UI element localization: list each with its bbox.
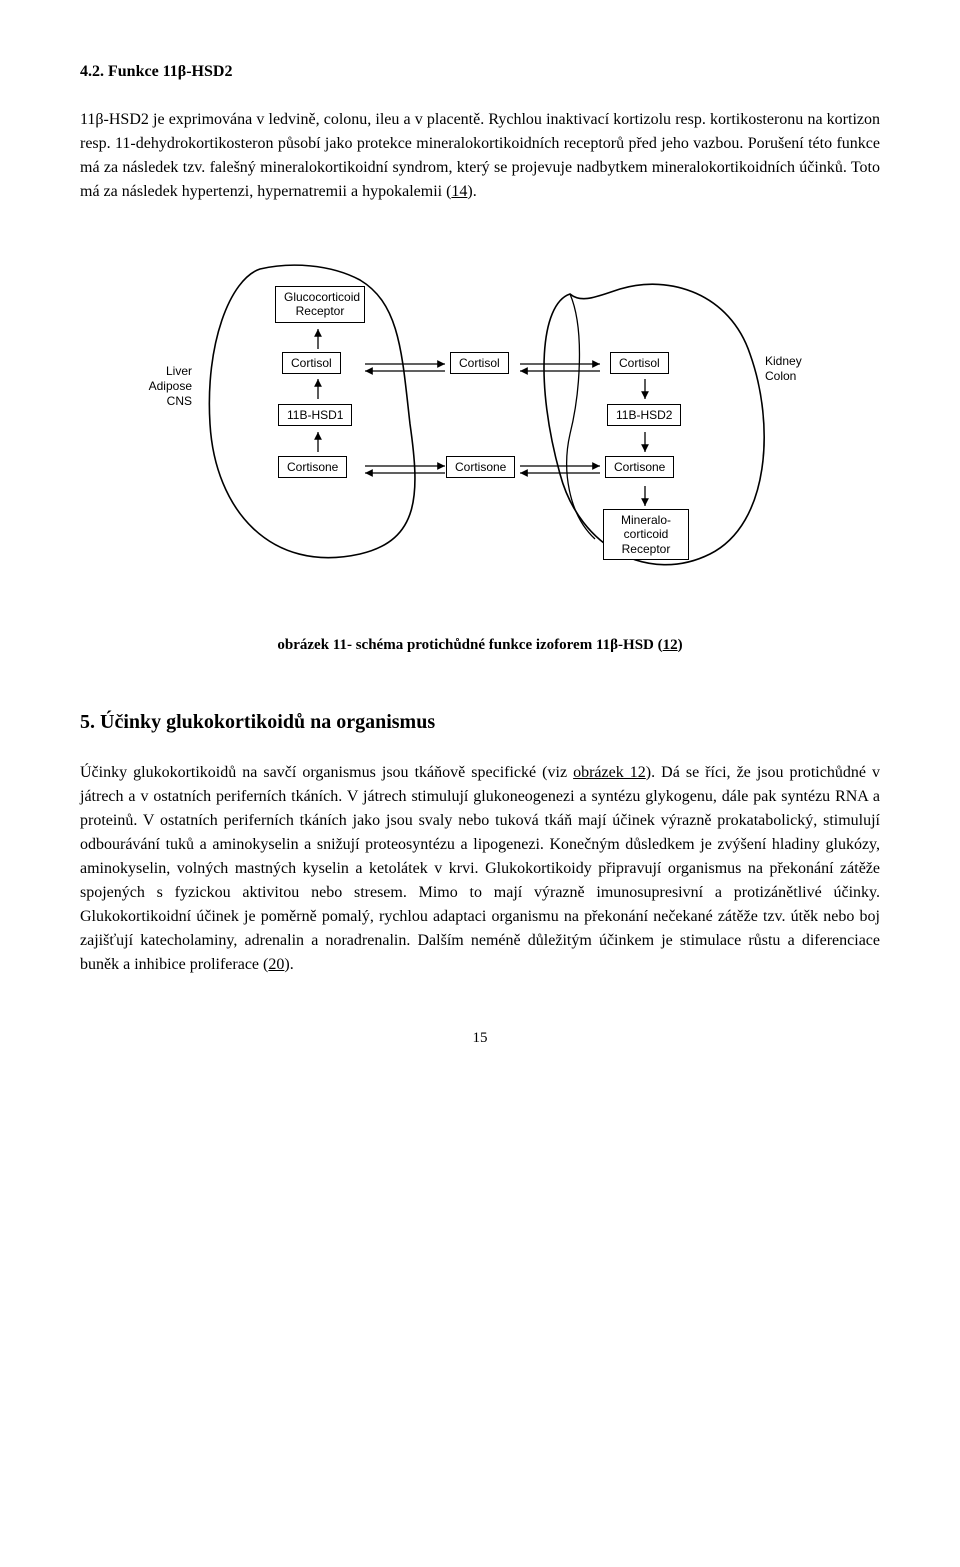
label-kidney-l2: Colon [765, 369, 796, 383]
box-gluco-l1: Glucocorticoid [284, 290, 360, 304]
para-5: Účinky glukokortikoidů na savčí organism… [80, 761, 880, 977]
figure-11: Liver Adipose CNS Kidney Colon Glucocort… [170, 234, 790, 604]
box-gluco-l2: Receptor [296, 304, 345, 318]
box-hsd2: 11B-HSD2 [607, 404, 681, 426]
box-gluco-receptor: Glucocorticoid Receptor [275, 286, 365, 323]
label-kidney: Kidney Colon [765, 354, 802, 384]
label-liver-l1: Liver [166, 364, 192, 378]
heading-5: 5. Účinky glukokortikoidů na organismus [80, 707, 880, 737]
heading-42: 4.2. Funkce 11β-HSD2 [80, 60, 880, 84]
p5a: Účinky glukokortikoidů na savčí organism… [80, 764, 573, 781]
box-mineralo-l1: Mineralo- [621, 513, 671, 527]
p5b: ). Dá se říci, že jsou protichůdné v ját… [80, 764, 880, 973]
box-cortisone-mid: Cortisone [446, 456, 515, 478]
box-hsd1: 11B-HSD1 [278, 404, 352, 426]
box-mineralo-l2: corticoid [624, 527, 669, 541]
box-cortisone-left: Cortisone [278, 456, 347, 478]
para-42-end: ). [467, 183, 476, 200]
para-42-text: 11β-HSD2 je exprimována v ledvině, colon… [80, 111, 880, 200]
page-number: 15 [80, 1027, 880, 1050]
para-42: 11β-HSD2 je exprimována v ledvině, colon… [80, 108, 880, 204]
label-liver-l3: CNS [167, 394, 192, 408]
diagram-svg [170, 234, 790, 604]
label-liver: Liver Adipose CNS [132, 364, 192, 409]
label-liver-l2: Adipose [149, 379, 192, 393]
figcap-cite: 12 [663, 637, 678, 653]
cite-14: 14 [451, 183, 467, 200]
p5-link-obrazek12: obrázek 12 [573, 764, 646, 781]
box-cortisol-left: Cortisol [282, 352, 341, 374]
box-cortisone-right: Cortisone [605, 456, 674, 478]
box-mineralo-l3: Receptor [622, 542, 671, 556]
figure-11-caption: obrázek 11- schéma protichůdné funkce iz… [80, 634, 880, 657]
p5c: ). [284, 956, 293, 973]
diagram-11bhsd: Liver Adipose CNS Kidney Colon Glucocort… [170, 234, 790, 604]
figcap-pre: obrázek 11- schéma protichůdné funkce iz… [277, 637, 662, 653]
p5-cite-20: 20 [268, 956, 284, 973]
label-kidney-l1: Kidney [765, 354, 802, 368]
box-mineralo: Mineralo- corticoid Receptor [603, 509, 689, 560]
figcap-post: ) [678, 637, 683, 653]
box-cortisol-mid: Cortisol [450, 352, 509, 374]
box-cortisol-right: Cortisol [610, 352, 669, 374]
